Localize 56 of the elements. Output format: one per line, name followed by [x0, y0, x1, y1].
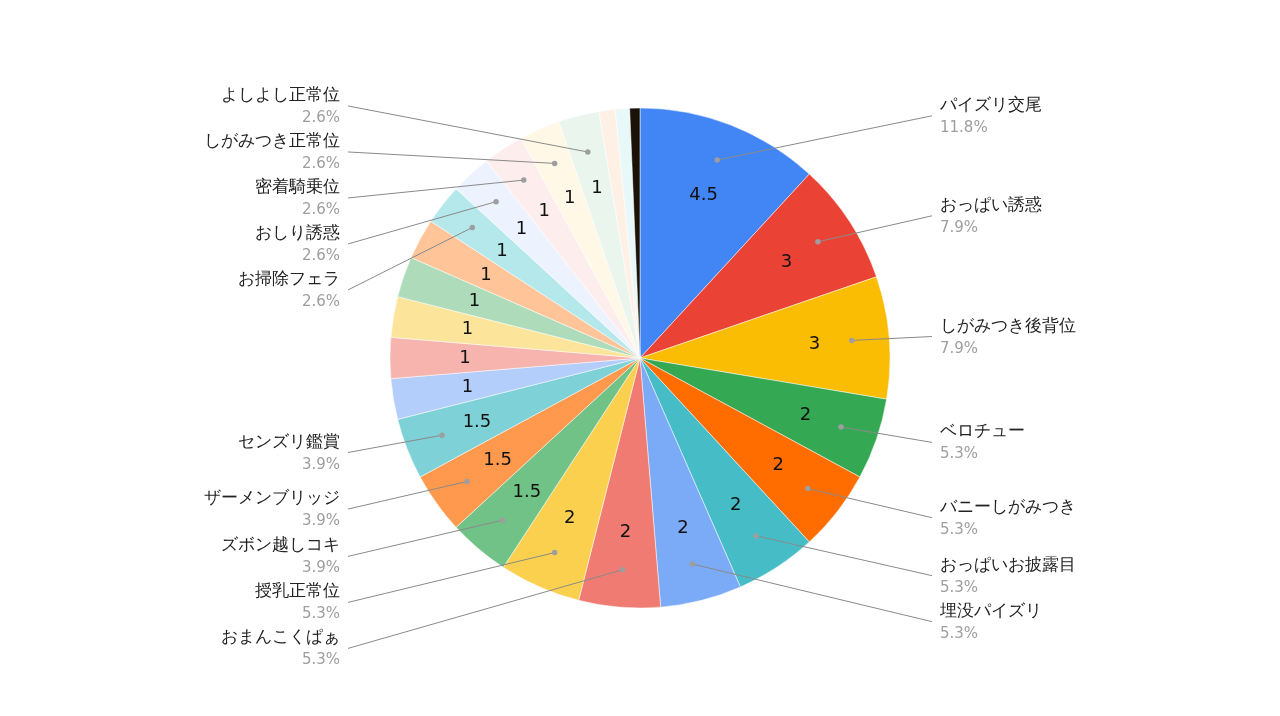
slice-label: おっぱい誘惑: [940, 193, 1042, 214]
data-label: 1.5: [512, 479, 542, 501]
data-label: 1: [461, 317, 474, 339]
slice-label: よしよし正常位: [221, 83, 340, 104]
slice-label: センズリ鑑賞: [238, 430, 340, 451]
data-label: 2: [619, 520, 632, 542]
text: 7.9%: [940, 338, 979, 357]
slice-label: お掃除フェラ: [238, 267, 340, 288]
data-label: 1: [538, 199, 551, 221]
slice-label: バニーしがみつき: [939, 495, 1076, 516]
text: 2.6%: [301, 153, 340, 172]
slice-label: おまんこくぱぁ: [221, 626, 340, 647]
slice-label: ザーメンブリッジ: [204, 487, 340, 508]
data-label: 2: [677, 515, 689, 537]
text: 2.6%: [301, 107, 340, 126]
data-label: 1: [496, 238, 508, 260]
slice-label: 授乳正常位: [255, 580, 340, 601]
text: 5.3%: [940, 519, 979, 538]
slice-label: しがみつき正常位: [204, 129, 340, 150]
text: 5.3%: [940, 623, 979, 642]
text: 7.9%: [940, 217, 979, 236]
text: 3.9%: [301, 511, 340, 530]
text: 5.3%: [940, 577, 979, 596]
slice-label: ズボン越しコキ: [221, 534, 340, 555]
text: 3.9%: [301, 558, 340, 577]
data-label: 1: [591, 176, 603, 198]
data-label: 1.5: [483, 447, 512, 469]
slice-label: おしり誘惑: [255, 221, 340, 242]
data-label: 1: [515, 217, 528, 239]
text: 5.3%: [301, 650, 340, 669]
data-label: 1: [468, 289, 481, 311]
text: 2.6%: [301, 291, 340, 310]
data-label: 3: [808, 331, 821, 353]
slice-label: しがみつき後背位: [940, 314, 1076, 335]
data-label: 3: [780, 250, 793, 272]
data-label: 2: [729, 492, 742, 514]
text: 2.6%: [301, 199, 340, 218]
text: 11.8%: [940, 117, 988, 136]
text: 3.9%: [301, 454, 340, 473]
text: 5.3%: [301, 604, 340, 623]
data-label: 2: [563, 506, 576, 528]
slice-label: 埋没パイズリ: [939, 599, 1042, 620]
data-label: 1: [563, 185, 576, 207]
text: 2.6%: [301, 245, 340, 264]
data-label: 1.5: [462, 409, 492, 431]
slice-label: 密着騎乗位: [255, 175, 340, 196]
data-label: 4.5: [689, 182, 718, 204]
data-label: 1: [480, 262, 492, 284]
data-label: 1: [459, 346, 471, 367]
text: 5.3%: [940, 444, 979, 463]
data-label: 2: [799, 402, 812, 424]
data-label: 1: [461, 374, 474, 396]
slice-label: パイズリ交尾: [939, 93, 1042, 114]
slice-label: ベロチュー: [940, 420, 1025, 441]
data-label: 2: [772, 453, 784, 475]
slice-label: おっぱいお披露目: [940, 553, 1076, 574]
